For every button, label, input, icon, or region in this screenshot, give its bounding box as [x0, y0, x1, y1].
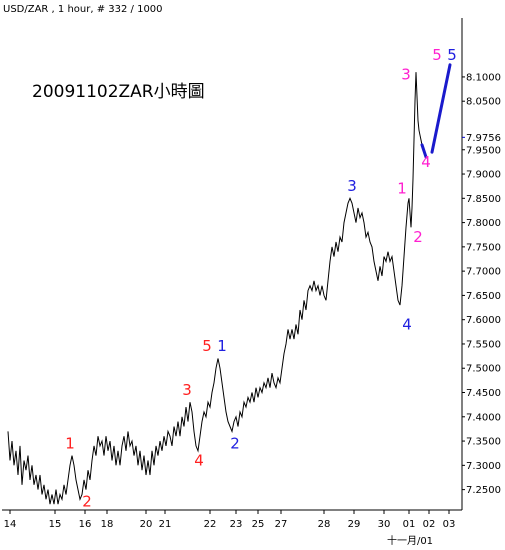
wave-label-magenta-1: 1: [397, 179, 407, 197]
x-tick-label: 28: [318, 519, 331, 530]
x-tick-label: 30: [378, 519, 391, 530]
y-tick-label: 7.9500: [466, 145, 501, 156]
y-tick-label: 7.4000: [466, 412, 501, 423]
x-tick-label: 16: [79, 519, 92, 530]
x-tick-label: 03: [443, 519, 456, 530]
chart-header: USD/ZAR , 1 hour, # 332 / 1000: [3, 4, 163, 15]
y-tick-label: 7.7000: [466, 267, 501, 278]
y-tick-label: 7.8500: [466, 194, 501, 205]
projection-line-1: [420, 143, 428, 159]
wave-label-magenta-5: 5: [432, 46, 442, 64]
x-tick-label: 29: [348, 519, 361, 530]
plot-area: 8.1000 8.0500 7.9500 7.9000 7.8500 7.8000 7.75…: [2, 18, 501, 547]
y-tick-label: 7.5000: [466, 364, 501, 375]
y-tick-label: 7.8000: [466, 218, 501, 229]
projection-line-2: [430, 63, 452, 154]
y-tick-label: 8.1000: [466, 72, 501, 83]
wave-label-magenta-2: 2: [413, 228, 423, 246]
x-tick-label: 01: [403, 519, 416, 530]
y-tick-label: 7.4500: [466, 388, 501, 399]
current-price-label: 7.9756: [466, 133, 501, 144]
x-tick-label: 23: [230, 519, 243, 530]
x-tick-label: 14: [4, 519, 17, 530]
x-month-label: 十一月/01: [387, 534, 433, 547]
x-tick-label: 18: [101, 519, 114, 530]
wave-label-red-4: 4: [194, 451, 204, 469]
chart-title: 20091102ZAR小時圖: [32, 82, 205, 102]
x-tick-label: 22: [204, 519, 217, 530]
y-tick-label: 7.9000: [466, 170, 501, 181]
wave-label-blue-1: 1: [217, 337, 227, 355]
price-series-line: [7, 72, 423, 505]
y-tick-label: 7.6500: [466, 291, 501, 302]
y-tick-label: 8.0500: [466, 97, 501, 108]
wave-label-blue-3: 3: [347, 177, 357, 195]
wave-label-blue-5: 5: [447, 46, 457, 64]
wave-label-red-1: 1: [65, 434, 75, 452]
x-tick-label: 15: [49, 519, 62, 530]
y-tick-label: 7.3000: [466, 461, 501, 472]
wave-label-blue-2: 2: [230, 434, 240, 452]
wave-label-red-2: 2: [82, 493, 92, 511]
x-tick-label: 20: [140, 519, 153, 530]
x-tick-label: 21: [159, 519, 172, 530]
wave-label-magenta-3: 3: [401, 65, 411, 83]
y-tick-label: 7.5500: [466, 339, 501, 350]
y-tick-label: 7.3500: [466, 437, 501, 448]
x-tick-label: 27: [275, 519, 288, 530]
wave-label-blue-4: 4: [402, 315, 412, 333]
wave-label-magenta-4: 4: [421, 153, 431, 171]
wave-label-red-5: 5: [202, 337, 212, 355]
y-tick-label: 7.6000: [466, 315, 501, 326]
wave-label-red-3: 3: [182, 381, 192, 399]
y-tick-label: 7.2500: [466, 485, 501, 496]
x-tick-label: 02: [423, 519, 436, 530]
x-tick-label: 25: [252, 519, 265, 530]
y-tick-label: 7.7500: [466, 242, 501, 253]
